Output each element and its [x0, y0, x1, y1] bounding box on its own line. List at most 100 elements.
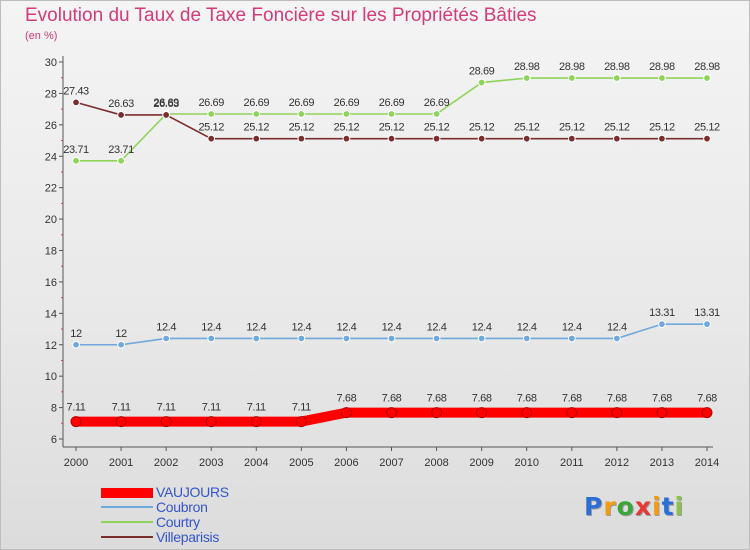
data-label-villeparisis: 25.12 — [649, 122, 675, 134]
data-point-coubron — [252, 334, 261, 343]
x-tick-label: 2011 — [560, 457, 584, 469]
data-point-coubron — [432, 334, 441, 343]
data-label-vaujours: 7.11 — [292, 402, 311, 414]
x-tick-label: 2014 — [695, 457, 719, 469]
data-label-vaujours: 7.11 — [67, 402, 86, 414]
data-point-vaujours — [340, 407, 352, 419]
data-label-courtry: 28.98 — [514, 61, 540, 73]
data-label-villeparisis: 25.12 — [244, 122, 270, 134]
data-point-courtry — [567, 74, 576, 82]
data-point-villeparisis — [387, 134, 396, 143]
data-point-coubron — [342, 334, 351, 343]
data-label-courtry: 26.69 — [424, 97, 450, 109]
data-point-coubron — [297, 334, 306, 343]
data-label-coubron: 12.4 — [427, 321, 447, 333]
data-label-vaujours: 7.68 — [607, 393, 627, 405]
data-point-courtry — [117, 156, 125, 165]
data-point-coubron — [72, 340, 80, 349]
data-label-villeparisis: 25.12 — [379, 122, 405, 134]
data-point-courtry — [387, 110, 396, 118]
data-point-courtry — [522, 74, 531, 82]
data-point-vaujours — [205, 416, 217, 428]
data-label-coubron: 12.4 — [156, 321, 176, 333]
data-point-vaujours — [521, 407, 533, 419]
data-label-villeparisis: 25.12 — [289, 122, 315, 134]
data-point-villeparisis — [612, 134, 621, 143]
data-label-courtry: 26.69 — [379, 97, 405, 109]
data-point-vaujours — [115, 416, 127, 428]
data-point-vaujours — [701, 407, 713, 419]
y-tick-label: 22 — [45, 183, 57, 195]
data-point-coubron — [117, 340, 125, 349]
y-tick-label: 26 — [45, 120, 57, 132]
y-tick-label: 28 — [45, 88, 57, 100]
data-point-villeparisis — [342, 134, 351, 143]
data-label-vaujours: 7.11 — [202, 402, 221, 414]
data-point-vaujours — [250, 416, 262, 428]
x-tick-label: 2010 — [514, 457, 538, 469]
x-tick-label: 2005 — [289, 457, 313, 469]
data-point-vaujours — [476, 407, 488, 419]
data-point-vaujours — [656, 407, 668, 419]
legend-label-vaujours: VAUJOURS — [156, 484, 229, 500]
x-tick-label: 2009 — [469, 457, 493, 469]
y-tick-label: 8 — [51, 403, 57, 415]
data-label-villeparisis: 25.12 — [469, 122, 495, 134]
y-tick-label: 6 — [51, 434, 57, 446]
data-point-vaujours — [295, 416, 307, 428]
data-label-vaujours: 7.68 — [472, 393, 492, 405]
data-label-vaujours: 7.68 — [337, 393, 357, 405]
y-tick-label: 16 — [45, 277, 57, 289]
logo-letter: x — [634, 492, 652, 521]
data-label-villeparisis: 27.43 — [63, 85, 89, 97]
data-label-coubron: 12.4 — [337, 321, 357, 333]
data-label-villeparisis: 26.63 — [108, 98, 134, 110]
y-tick-label: 30 — [45, 57, 57, 69]
data-label-courtry: 26.69 — [153, 97, 179, 109]
data-label-villeparisis: 26.63 — [153, 98, 179, 110]
data-point-courtry — [612, 74, 621, 82]
legend-label-courtry: Courtry — [156, 514, 200, 530]
data-label-villeparisis: 25.12 — [604, 122, 630, 134]
x-tick-label: 2007 — [379, 457, 403, 469]
series-line-courtry — [75, 77, 708, 162]
data-label-villeparisis: 25.12 — [559, 122, 585, 134]
x-tick-label: 2006 — [334, 457, 358, 469]
data-label-vaujours: 7.11 — [112, 402, 131, 414]
data-label-vaujours: 7.11 — [247, 402, 266, 414]
data-label-coubron: 12.4 — [382, 321, 402, 333]
data-point-villeparisis — [522, 134, 531, 143]
y-tick-label: 24 — [45, 151, 57, 163]
data-label-courtry: 26.69 — [244, 97, 270, 109]
y-tick-label: 12 — [45, 340, 57, 352]
x-tick-label: 2008 — [424, 457, 448, 469]
data-point-coubron — [162, 334, 171, 343]
data-point-villeparisis — [703, 134, 711, 143]
data-label-coubron: 12.4 — [562, 321, 582, 333]
proxiti-logo: Proxiti — [584, 492, 684, 521]
logo-letter: i — [652, 492, 662, 521]
data-label-courtry: 23.71 — [108, 144, 134, 156]
data-label-courtry: 26.69 — [198, 97, 224, 109]
data-label-coubron: 12 — [115, 328, 127, 340]
data-point-courtry — [477, 78, 486, 87]
data-label-coubron: 12 — [70, 328, 82, 340]
data-point-villeparisis — [567, 134, 576, 143]
data-point-villeparisis — [477, 134, 486, 143]
logo-letter: i — [674, 492, 685, 521]
data-point-villeparisis — [432, 134, 441, 143]
data-point-villeparisis — [658, 134, 666, 143]
data-point-courtry — [252, 110, 261, 118]
data-point-coubron — [658, 320, 666, 329]
data-point-villeparisis — [297, 134, 306, 143]
data-label-villeparisis: 25.12 — [334, 122, 360, 134]
data-point-coubron — [477, 334, 486, 343]
data-label-vaujours: 7.68 — [697, 393, 717, 405]
data-label-courtry: 28.98 — [559, 61, 585, 73]
legend-label-villeparisis: Villeparisis — [156, 529, 220, 545]
x-tick-label: 2001 — [109, 457, 133, 469]
data-label-villeparisis: 25.12 — [198, 122, 224, 134]
chart-subtitle: (en %) — [25, 30, 58, 42]
data-point-coubron — [567, 334, 576, 343]
